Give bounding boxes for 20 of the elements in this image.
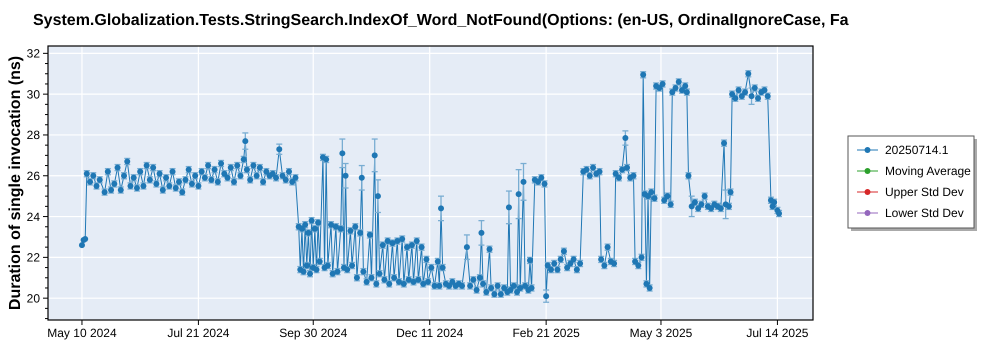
x-tick-label: May 10 2024 (47, 326, 117, 340)
x-tick-label: Feb 21 2025 (512, 326, 580, 340)
y-tick-label: 20 (26, 291, 40, 306)
x-tick-label: Jul 14 2025 (746, 326, 809, 340)
chart-title: System.Globalization.Tests.StringSearch.IndexOf_Word_NotFound(Options: (en-US, OrdinalIgnoreCase, Fa (33, 12, 849, 29)
x-tick-label: Jul 21 2024 (167, 326, 230, 340)
y-tick-label: 30 (26, 87, 40, 102)
y-tick-label: 32 (26, 46, 40, 61)
legend-label: Moving Average (885, 164, 972, 178)
y-axis-title: Duration of single invocation (ns) (7, 56, 24, 310)
legend-label: Lower Std Dev (885, 206, 964, 220)
y-tick-label: 28 (26, 128, 40, 142)
legend-label: Upper Std Dev (885, 185, 964, 200)
x-tick-label: Dec 11 2024 (396, 326, 464, 340)
legend-label: 20250714.1 (885, 143, 949, 158)
x-tick-label: May 3 2025 (630, 326, 693, 340)
y-tick-label: 22 (26, 250, 40, 265)
y-tick-label: 26 (26, 168, 40, 183)
x-tick-label: Sep 30 2024 (279, 326, 348, 340)
y-tick-label: 24 (26, 210, 40, 224)
